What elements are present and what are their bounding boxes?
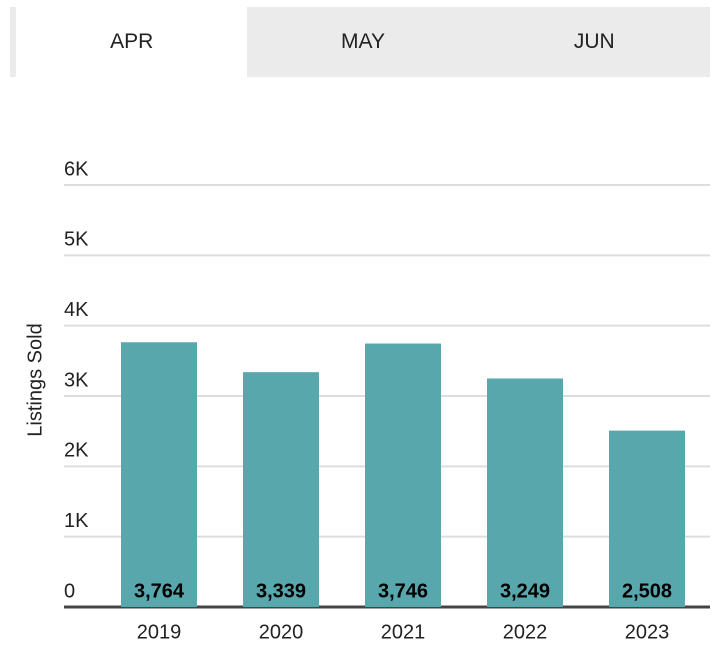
- bar: [365, 343, 441, 607]
- value-label: 3,339: [256, 580, 306, 602]
- value-label: 3,249: [500, 580, 550, 602]
- y-tick-label: 1K: [64, 510, 89, 532]
- bar: [609, 430, 685, 607]
- value-label: 3,746: [378, 580, 428, 602]
- y-tick-label: 4K: [64, 299, 89, 321]
- y-tick-label: 2K: [64, 440, 89, 462]
- value-label: 2,508: [622, 580, 672, 602]
- x-tick-label: 2021: [381, 621, 426, 643]
- tab-bar: APR MAY JUN: [10, 7, 710, 77]
- y-tick-label: 3K: [64, 369, 89, 391]
- bar: [487, 378, 563, 607]
- x-tick-label: 2022: [503, 621, 548, 643]
- y-tick-label: 5K: [64, 229, 89, 251]
- tab[interactable]: JUN: [573, 30, 615, 53]
- bar: [243, 372, 319, 607]
- y-axis-label: Listings Sold: [24, 323, 46, 436]
- x-tick-label: 2019: [137, 621, 182, 643]
- x-tick-label: 2020: [259, 621, 304, 643]
- y-tick-label: 6K: [64, 158, 89, 180]
- bar: [121, 342, 197, 607]
- y-tick-label: 0: [64, 580, 75, 602]
- tab[interactable]: APR: [16, 7, 248, 77]
- value-label: 3,764: [134, 580, 185, 602]
- x-tick-label: 2023: [625, 621, 670, 643]
- tab[interactable]: MAY: [341, 30, 385, 53]
